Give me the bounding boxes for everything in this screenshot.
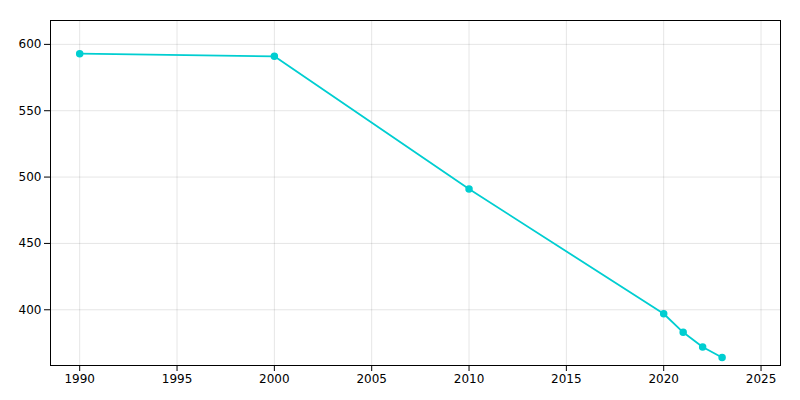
svg-text:450: 450 <box>19 236 42 250</box>
svg-text:1990: 1990 <box>64 372 95 386</box>
svg-text:2020: 2020 <box>648 372 679 386</box>
svg-text:1995: 1995 <box>162 372 193 386</box>
svg-text:400: 400 <box>19 303 42 317</box>
svg-text:2025: 2025 <box>746 372 777 386</box>
svg-text:2005: 2005 <box>356 372 387 386</box>
svg-text:2010: 2010 <box>454 372 485 386</box>
svg-text:500: 500 <box>19 170 42 184</box>
svg-text:600: 600 <box>19 37 42 51</box>
svg-text:2015: 2015 <box>551 372 582 386</box>
svg-text:550: 550 <box>19 104 42 118</box>
svg-text:2000: 2000 <box>259 372 290 386</box>
